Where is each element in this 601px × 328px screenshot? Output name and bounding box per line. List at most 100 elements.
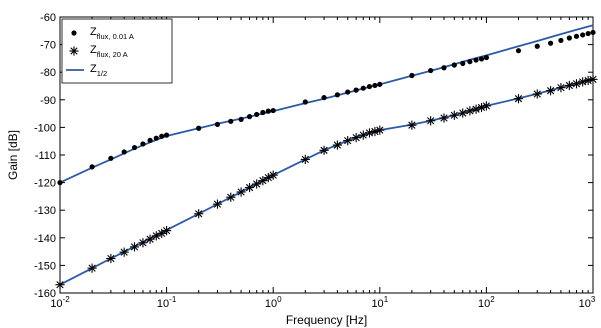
- x-tick-label: 103: [579, 295, 596, 310]
- data-point-dot: [483, 54, 489, 61]
- data-point-dot: [260, 109, 266, 116]
- data-point-star: [532, 89, 542, 99]
- data-point-dot: [270, 107, 276, 114]
- data-point-dot: [473, 57, 479, 63]
- data-point-star: [319, 145, 329, 155]
- data-point-star: [364, 128, 375, 138]
- data-point-star: [449, 110, 459, 120]
- data-point-dot: [121, 149, 127, 155]
- legend-dot-icon: [71, 30, 77, 36]
- data-point-star: [458, 108, 468, 118]
- legend-item: Z1/2: [66, 63, 107, 78]
- data-point-dot: [372, 82, 378, 89]
- data-point-dot: [228, 118, 234, 124]
- legend-label: Zflux, 20 A: [90, 44, 128, 59]
- data-point-dot: [580, 32, 586, 38]
- data-point-dot: [590, 29, 596, 36]
- data-point-dot: [246, 114, 253, 120]
- x-axis-label: Frequency [Hz]: [286, 313, 367, 327]
- data-point-dot: [131, 144, 138, 151]
- data-point-dot: [302, 99, 308, 105]
- data-point-star: [129, 242, 140, 252]
- data-point-star: [138, 238, 148, 248]
- legend-item: Zflux, 20 A: [69, 44, 128, 59]
- legend-label: Zflux, 0.01 A: [90, 26, 134, 41]
- legend-label: Z1/2: [90, 63, 107, 78]
- data-point-dot: [467, 59, 473, 65]
- data-point-star: [145, 234, 155, 244]
- data-point-star: [194, 209, 204, 219]
- data-point-dot: [573, 33, 580, 39]
- fit-line-3: [59, 77, 594, 286]
- data-point-dot: [460, 60, 466, 66]
- data-point-star: [426, 116, 436, 126]
- data-point-star: [332, 140, 342, 150]
- data-point-star: [300, 154, 310, 165]
- y-tick-label: -140: [34, 233, 56, 245]
- data-point-star: [578, 77, 588, 87]
- data-point-star: [157, 228, 167, 238]
- data-point-dot: [89, 164, 95, 170]
- data-point-star: [370, 126, 380, 137]
- data-point-dot: [159, 133, 165, 139]
- data-point-star: [263, 173, 273, 183]
- data-point-star: [439, 113, 449, 123]
- data-point-dot: [196, 125, 202, 131]
- data-point-star: [119, 247, 129, 257]
- data-point-star: [55, 280, 65, 290]
- data-point-star: [407, 120, 417, 130]
- data-point-star: [513, 94, 524, 104]
- data-point-star: [481, 101, 491, 111]
- data-point-star: [375, 125, 385, 135]
- y-tick-label: -70: [40, 40, 56, 52]
- data-point-star: [87, 263, 97, 273]
- data-point-dot: [140, 141, 146, 147]
- data-point-dot: [321, 94, 327, 101]
- y-tick-label: -150: [34, 260, 56, 272]
- x-tick-label: 100: [265, 295, 282, 310]
- data-point-dot: [153, 135, 159, 141]
- y-tick-label: -160: [34, 288, 56, 300]
- data-point-dot: [428, 67, 434, 74]
- x-tick-label: 102: [478, 295, 495, 310]
- data-point-star: [545, 86, 556, 96]
- x-tick-label: 10-1: [157, 295, 177, 310]
- data-point-dot: [366, 83, 373, 90]
- y-tick-label: -110: [35, 150, 56, 162]
- data-point-dot: [360, 85, 366, 91]
- data-point-dot: [238, 116, 244, 122]
- data-point-dot: [585, 30, 591, 37]
- data-point-star: [268, 170, 278, 180]
- data-point-star: [564, 80, 574, 91]
- data-point-dot: [164, 132, 170, 138]
- data-point-dot: [57, 180, 63, 186]
- data-point-star: [106, 253, 116, 264]
- data-point-star: [465, 106, 475, 116]
- y-tick-label: -60: [40, 12, 56, 24]
- y-tick-label: -100: [34, 122, 56, 134]
- data-point-dot: [515, 48, 522, 54]
- data-point-dot: [377, 81, 383, 87]
- data-point-star: [236, 187, 246, 197]
- y-axis-label: Gain [dB]: [6, 130, 20, 180]
- x-tick-label: 101: [371, 295, 388, 310]
- data-point-star: [556, 83, 566, 93]
- data-point-star: [343, 136, 353, 146]
- data-point-star: [162, 226, 172, 236]
- y-tick-label: -90: [40, 95, 56, 107]
- data-point-star: [226, 192, 236, 202]
- legend-box: [61, 18, 173, 84]
- y-tick-label: -130: [34, 205, 56, 217]
- data-point-dot: [478, 56, 485, 62]
- data-point-dot: [345, 89, 351, 95]
- data-point-dot: [451, 62, 457, 68]
- data-point-dot: [265, 108, 271, 114]
- data-point-dot: [409, 72, 415, 79]
- y-tick-label: -80: [40, 67, 56, 79]
- x-tick-label: 10-2: [50, 295, 70, 310]
- y-tick-label: -120: [34, 178, 56, 190]
- data-point-dot: [558, 37, 564, 44]
- legend-star-icon: [69, 46, 79, 56]
- data-point-star: [258, 176, 268, 186]
